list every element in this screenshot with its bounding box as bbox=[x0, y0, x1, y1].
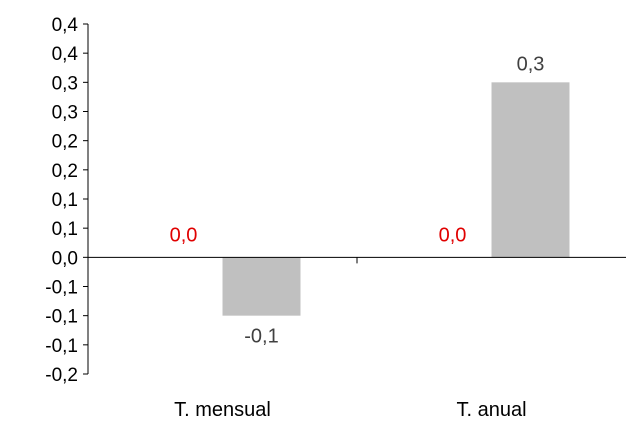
y-tick-label: 0,4 bbox=[52, 15, 79, 36]
y-tick-label: 0,2 bbox=[52, 132, 78, 153]
category-label: T. anual bbox=[456, 399, 526, 421]
y-tick-label: 0,4 bbox=[52, 44, 79, 65]
data-label: -0,1 bbox=[244, 326, 278, 348]
y-axis: -0,2 -0,1 -0,1 -0,1 0,0 0,1 0,1 0,2 0,2 0,3 0,3 0,4… bbox=[45, 15, 89, 386]
y-tick-label: 0,3 bbox=[52, 73, 78, 94]
y-tick-label: -0,1 bbox=[45, 336, 78, 357]
data-labels-group: 0,0 0,0 -0,1 0,3 bbox=[170, 53, 545, 347]
data-label: 0,3 bbox=[517, 53, 545, 75]
y-tick-label: -0,1 bbox=[45, 278, 78, 299]
bar bbox=[222, 257, 301, 316]
y-tick-label: 0,1 bbox=[52, 190, 78, 211]
y-tick-label: 0,0 bbox=[52, 248, 78, 269]
category-label: T. mensual bbox=[174, 399, 271, 421]
y-tick-label: 0,3 bbox=[52, 103, 78, 124]
data-label: 0,0 bbox=[170, 224, 198, 246]
y-tick-label: 0,1 bbox=[52, 219, 78, 240]
data-label: 0,0 bbox=[439, 224, 467, 246]
y-tick-label: -0,1 bbox=[45, 307, 78, 328]
bar bbox=[491, 82, 570, 258]
y-tick-label: 0,2 bbox=[52, 161, 78, 182]
x-axis: T. mensual T. anual bbox=[88, 256, 626, 421]
bars-group bbox=[222, 82, 570, 316]
y-tick-label: -0,2 bbox=[45, 365, 78, 386]
